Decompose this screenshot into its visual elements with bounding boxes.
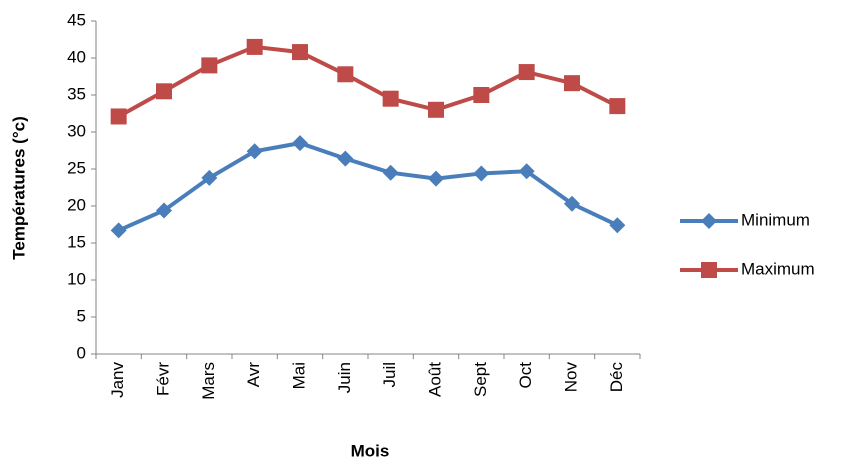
y-tick-label: 35 [67, 84, 86, 103]
point [110, 108, 127, 125]
y-tick-label: 40 [67, 47, 86, 66]
point [156, 83, 172, 100]
y-tick-label: 30 [67, 121, 86, 140]
x-tick-label: Déc [607, 362, 626, 393]
y-tick-label: 10 [67, 269, 86, 288]
point [156, 202, 172, 219]
point [201, 57, 218, 74]
point [428, 101, 444, 118]
y-tick-label: 5 [77, 306, 86, 325]
point [382, 164, 399, 181]
y-axis-title: Températures (°c) [9, 116, 28, 259]
point [518, 163, 535, 180]
series-line [117, 44, 619, 119]
y-tick-label: 25 [67, 158, 86, 177]
point [292, 135, 308, 152]
point [473, 165, 490, 182]
legend-marker [701, 262, 717, 278]
y-tick-label: 15 [67, 232, 86, 251]
y-tick-label: 20 [67, 195, 86, 214]
legend-label: Minimum [741, 210, 810, 229]
point [201, 169, 218, 186]
point [609, 98, 626, 115]
x-tick-label: Nov [561, 362, 580, 393]
point [382, 90, 399, 107]
x-tick-label: Févr [153, 362, 172, 396]
x-tick-label: Juin [335, 362, 354, 393]
y-tick-label: 45 [67, 10, 86, 29]
x-tick-label: Avr [244, 362, 263, 388]
point [473, 87, 490, 103]
point [246, 38, 263, 55]
point [110, 222, 127, 239]
point [337, 66, 354, 83]
x-tick-label: Sept [471, 362, 490, 397]
x-tick-label: Mai [289, 362, 308, 389]
legend-label: Maximum [741, 259, 815, 278]
point [246, 143, 263, 160]
point [292, 44, 308, 61]
point [337, 150, 354, 167]
x-axis-title: Mois [351, 441, 390, 460]
legend-marker [701, 213, 717, 229]
x-tick-label: Oct [516, 362, 535, 389]
point [609, 217, 626, 234]
point [564, 195, 580, 212]
y-tick-label: 0 [77, 343, 86, 362]
x-tick-label: Août [425, 362, 444, 397]
point [518, 64, 535, 81]
point [428, 170, 444, 187]
x-tick-label: Juil [380, 362, 399, 388]
x-tick-label: Mars [199, 362, 218, 400]
point [564, 75, 580, 92]
series-line [117, 141, 619, 233]
x-tick-label: Janv [108, 362, 127, 398]
